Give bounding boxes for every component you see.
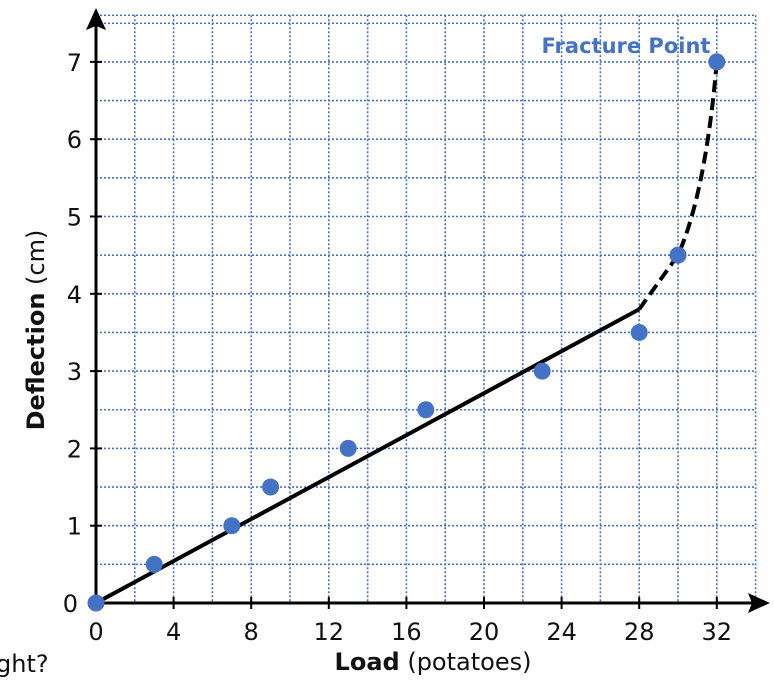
x-tick-label: 0 — [88, 618, 103, 646]
y-axis-title-main: Deflection — [22, 293, 50, 431]
data-point — [630, 323, 648, 341]
data-point — [145, 555, 163, 573]
data-point — [669, 246, 687, 264]
data-points — [87, 53, 726, 612]
x-axis-title: Load (potatoes) — [335, 648, 532, 676]
data-point — [262, 478, 280, 496]
x-tick-label: 24 — [546, 618, 577, 646]
data-point — [533, 362, 551, 380]
data-point — [223, 517, 241, 535]
y-tick-label: 1 — [67, 513, 82, 541]
data-point — [708, 53, 726, 71]
x-tick-label: 28 — [624, 618, 655, 646]
axes — [86, 8, 770, 613]
annotation-fracture-point: Fracture Point — [542, 34, 711, 58]
data-point — [339, 439, 357, 457]
y-tick-labels: 0 1 2 3 4 5 6 7 — [63, 49, 82, 618]
y-tick-label: 6 — [67, 126, 82, 154]
y-tick-label: 7 — [67, 49, 82, 77]
y-tick-label: 0 — [63, 590, 78, 618]
x-axis-title-unit-text: (potatoes) — [407, 648, 531, 676]
x-tick-label: 4 — [166, 618, 181, 646]
data-point — [417, 401, 435, 419]
y-tick-label: 5 — [67, 204, 82, 232]
x-axis-title-unit — [400, 648, 408, 676]
y-axis-title: Deflection (cm) — [22, 230, 50, 431]
x-tick-label: 12 — [314, 618, 345, 646]
y-tick-label: 2 — [67, 435, 82, 463]
y-axis-title-unit: (cm) — [22, 230, 50, 285]
fit-lines — [95, 61, 719, 605]
y-tick-label: 3 — [67, 358, 82, 386]
clipped-question-text: ght? — [0, 650, 49, 678]
fit-line-solid — [95, 307, 641, 605]
x-tick-label: 20 — [469, 618, 500, 646]
x-axis-title-main: Load — [335, 648, 400, 676]
data-point — [87, 594, 105, 612]
x-tick-labels: 0 4 8 12 16 20 24 28 32 — [88, 618, 732, 646]
y-tick-label: 4 — [67, 281, 82, 309]
fit-line-dashed — [637, 61, 719, 311]
x-tick-label: 8 — [244, 618, 259, 646]
x-axis-arrow — [748, 593, 770, 613]
y-axis-arrow — [86, 8, 106, 30]
y-axis-title-space — [22, 285, 50, 293]
x-tick-label: 32 — [702, 618, 733, 646]
grid — [96, 14, 757, 603]
x-tick-label: 16 — [391, 618, 422, 646]
